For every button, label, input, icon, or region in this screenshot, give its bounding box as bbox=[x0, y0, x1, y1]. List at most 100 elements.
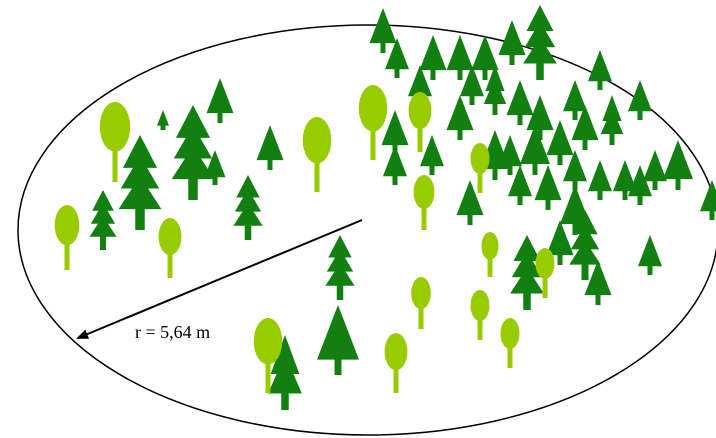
trunk bbox=[417, 121, 423, 152]
trunk bbox=[421, 202, 427, 230]
conifer-crown bbox=[420, 135, 444, 167]
conifer-crown bbox=[534, 165, 562, 201]
conifer-crown bbox=[613, 160, 637, 192]
trunk bbox=[582, 138, 588, 150]
conifer-crown bbox=[643, 150, 667, 182]
trunk bbox=[507, 342, 513, 368]
conifer-crown bbox=[328, 235, 352, 258]
deciduous-crown bbox=[158, 218, 182, 256]
conifer-crown bbox=[171, 146, 215, 180]
conifer-crown bbox=[508, 165, 532, 197]
trunk bbox=[100, 234, 106, 250]
trunk bbox=[267, 158, 273, 170]
trunk bbox=[517, 194, 523, 205]
trunk bbox=[217, 111, 223, 123]
trunk bbox=[532, 162, 538, 175]
conifer-crown bbox=[563, 80, 587, 112]
conifer-crown bbox=[446, 95, 474, 131]
trunk bbox=[597, 189, 603, 200]
conifer-crown bbox=[234, 189, 262, 212]
trunk bbox=[572, 109, 578, 120]
deciduous-crown bbox=[535, 248, 555, 279]
conifer-crown bbox=[175, 105, 211, 138]
conifer-crown bbox=[120, 155, 160, 189]
conifer-crown bbox=[456, 180, 484, 216]
trunk bbox=[393, 362, 399, 393]
conifer-crown bbox=[268, 354, 302, 394]
conifer-crown bbox=[256, 125, 284, 161]
conifer-crown bbox=[526, 5, 554, 31]
conifer-crown bbox=[546, 120, 574, 156]
conifer-crown bbox=[628, 165, 652, 197]
conifer-crown bbox=[90, 203, 116, 224]
trunk bbox=[314, 154, 320, 192]
conifer-crown bbox=[204, 150, 226, 178]
deciduous-crown bbox=[500, 318, 520, 349]
conifer-crown bbox=[92, 190, 114, 211]
trunk bbox=[675, 177, 681, 190]
trunk bbox=[595, 293, 601, 305]
trunk bbox=[281, 391, 289, 410]
conifer-crown bbox=[89, 216, 117, 237]
trunk bbox=[380, 41, 386, 53]
trunk bbox=[212, 175, 218, 185]
radius-label: r = 5,64 m bbox=[135, 322, 210, 342]
trunk bbox=[572, 222, 578, 235]
trunk bbox=[637, 194, 643, 205]
plot-boundary bbox=[17, 24, 716, 436]
conifer-crown bbox=[326, 249, 354, 272]
conifer-crown bbox=[385, 38, 409, 70]
trunk bbox=[370, 122, 376, 160]
trunk bbox=[160, 123, 166, 130]
trees bbox=[54, 5, 716, 410]
conifer-crown bbox=[523, 37, 557, 64]
conifer-crown bbox=[419, 35, 447, 71]
trunk bbox=[652, 179, 658, 190]
conifer-crown bbox=[700, 180, 716, 212]
trunk bbox=[392, 174, 398, 185]
conifer-crown bbox=[572, 210, 598, 235]
trunk bbox=[429, 164, 435, 175]
trunk bbox=[477, 167, 483, 193]
conifer-crown bbox=[383, 145, 407, 177]
conifer-crown bbox=[638, 235, 662, 267]
trunk bbox=[537, 128, 543, 140]
deciduous-crown bbox=[384, 333, 408, 371]
trunk bbox=[265, 355, 271, 393]
conifer-crown bbox=[408, 65, 432, 97]
trunk bbox=[509, 53, 515, 65]
trunk bbox=[467, 213, 473, 225]
conifer-crown bbox=[157, 110, 169, 126]
trunk bbox=[167, 247, 173, 278]
trunk bbox=[418, 302, 424, 329]
trunk bbox=[430, 68, 436, 80]
conifer-crown bbox=[483, 78, 507, 104]
conifer-crown bbox=[122, 135, 158, 168]
deciduous-crown bbox=[302, 117, 332, 164]
deciduous-crown bbox=[411, 277, 431, 310]
deciduous-crown bbox=[358, 85, 388, 132]
conifer-crown bbox=[173, 125, 213, 159]
trunk bbox=[336, 283, 344, 300]
deciduous-crown bbox=[481, 232, 499, 260]
trunk bbox=[244, 223, 252, 240]
trunk bbox=[112, 141, 118, 182]
trunk bbox=[64, 237, 70, 270]
conifer-crown bbox=[513, 235, 541, 261]
trunk bbox=[557, 253, 563, 265]
trunk bbox=[507, 164, 513, 175]
trunk bbox=[477, 314, 483, 340]
trunk bbox=[482, 68, 488, 80]
conifer-crown bbox=[546, 220, 574, 256]
conifer-crown bbox=[381, 110, 409, 146]
conifer-crown bbox=[325, 263, 355, 286]
deciduous-crown bbox=[470, 143, 490, 174]
deciduous-crown bbox=[54, 205, 80, 246]
conifer-crown bbox=[471, 35, 499, 71]
conifer-crown bbox=[506, 80, 534, 116]
trunk bbox=[523, 291, 531, 310]
trunk bbox=[622, 189, 628, 200]
conifer-crown bbox=[526, 95, 554, 131]
deciduous-crown bbox=[99, 102, 131, 152]
